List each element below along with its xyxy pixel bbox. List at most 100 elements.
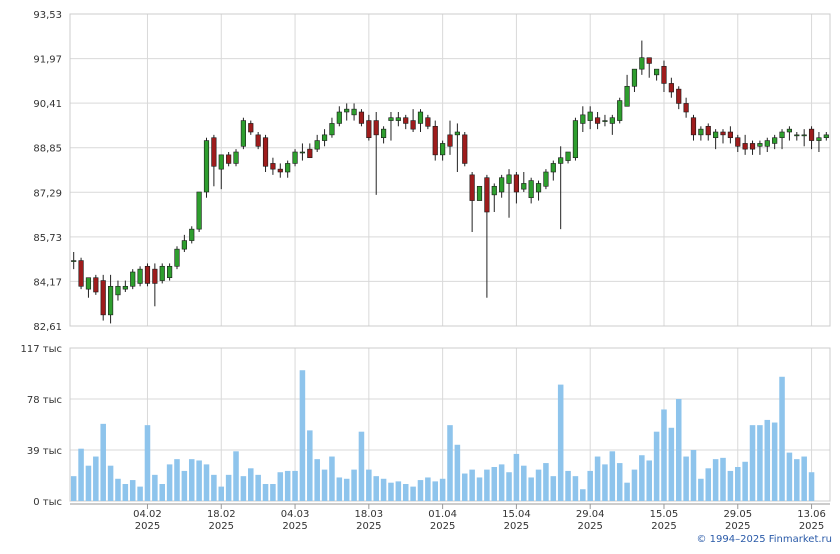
volume-bar xyxy=(248,468,254,501)
candle-up xyxy=(417,111,424,124)
candle-down xyxy=(144,265,151,284)
candle-up xyxy=(440,143,446,156)
volume-bar xyxy=(808,472,815,501)
candle-down xyxy=(403,117,409,124)
candle-down xyxy=(705,125,711,136)
candle-up xyxy=(476,185,483,201)
candle-down xyxy=(307,148,313,159)
candle-up xyxy=(580,114,586,124)
volume-bar xyxy=(661,409,667,501)
volume-bar xyxy=(107,465,114,501)
candle-up xyxy=(196,191,202,230)
price-y-tick-label: 91,97 xyxy=(33,55,62,66)
candle-up xyxy=(587,111,593,121)
volume-bar xyxy=(255,474,261,501)
candle-up xyxy=(535,183,542,193)
volume-bar xyxy=(675,399,682,501)
candle-up xyxy=(218,154,224,170)
volume-bar xyxy=(307,430,313,501)
volume-bar xyxy=(602,464,608,501)
candle-up xyxy=(395,117,401,121)
volume-bar xyxy=(410,486,416,501)
volume-bar xyxy=(292,470,298,501)
volume-bar xyxy=(211,474,217,501)
candle-down xyxy=(661,65,667,84)
candle-up xyxy=(609,117,615,124)
volume-bar xyxy=(240,476,247,501)
candle-down xyxy=(727,131,733,139)
candle-up xyxy=(631,68,638,87)
candle-down xyxy=(720,131,726,136)
candle-up xyxy=(329,123,335,136)
volume-bar xyxy=(373,476,379,501)
volume-bar xyxy=(439,478,446,501)
candle-up xyxy=(233,151,239,164)
volume-bar xyxy=(498,464,505,501)
candle-up xyxy=(336,111,342,124)
volume-bar xyxy=(203,464,210,501)
candle-up xyxy=(292,151,298,164)
x-tick-year-label: 2025 xyxy=(651,521,676,532)
volume-bar xyxy=(557,384,564,501)
volume-bar xyxy=(528,477,534,501)
volume-bar xyxy=(668,427,675,501)
x-tick-year-label: 2025 xyxy=(577,521,602,532)
volume-bar xyxy=(705,468,712,501)
volume-bar xyxy=(454,444,461,501)
volume-bar xyxy=(771,422,778,501)
volume-bar xyxy=(70,476,77,501)
candle-up xyxy=(698,128,704,136)
x-tick-year-label: 2025 xyxy=(356,521,381,532)
candle-down xyxy=(211,137,217,167)
volume-bar xyxy=(336,477,343,501)
candle-down xyxy=(425,117,431,127)
candle-up xyxy=(203,140,210,193)
x-tick-year-label: 2025 xyxy=(799,521,824,532)
candle-up xyxy=(558,157,564,164)
volume-bar xyxy=(683,456,689,501)
candle-up xyxy=(107,285,114,316)
volume-bar xyxy=(137,486,143,501)
x-tick-date-label: 18.03 xyxy=(355,509,384,520)
volume-bar xyxy=(742,461,748,501)
candle-up xyxy=(823,134,829,139)
candle-up xyxy=(189,228,195,241)
volume-bar xyxy=(85,465,92,501)
candle-down xyxy=(742,143,748,150)
candle-up xyxy=(713,131,719,139)
price-y-tick-label: 85,73 xyxy=(33,233,62,244)
candle-up xyxy=(764,140,770,147)
candle-down xyxy=(469,174,475,201)
volume-bar xyxy=(233,451,239,501)
candle-up xyxy=(321,134,328,141)
candle-up xyxy=(543,171,549,187)
x-tick-date-label: 15.05 xyxy=(650,509,679,520)
candle-up xyxy=(285,163,291,173)
volume-y-tick-label: 117 тыс xyxy=(21,344,62,355)
volume-y-tick-label: 39 тыс xyxy=(27,446,62,457)
volume-bar xyxy=(218,486,225,501)
candle-down xyxy=(358,111,365,124)
candle-down xyxy=(462,134,468,164)
candle-up xyxy=(388,117,394,121)
candle-up xyxy=(654,68,660,76)
candle-up xyxy=(351,108,357,116)
price-y-tick-label: 82,61 xyxy=(33,322,62,333)
x-tick-date-label: 18.02 xyxy=(207,509,236,520)
volume-bar xyxy=(764,419,771,501)
volume-bar xyxy=(594,456,601,501)
volume-bar xyxy=(166,464,173,501)
volume-bar xyxy=(476,477,483,501)
candle-down xyxy=(78,260,84,287)
volume-bar xyxy=(299,370,306,501)
candle-up xyxy=(314,140,320,150)
volume-bar xyxy=(284,470,291,501)
candle-down xyxy=(226,154,232,164)
volume-bar xyxy=(801,456,807,501)
volume-bar xyxy=(712,459,719,501)
candle-up xyxy=(181,240,187,250)
candle-down xyxy=(277,168,283,173)
volume-bar xyxy=(277,472,284,501)
volume-bar xyxy=(366,469,372,501)
price-y-tick-label: 93,53 xyxy=(33,10,62,21)
